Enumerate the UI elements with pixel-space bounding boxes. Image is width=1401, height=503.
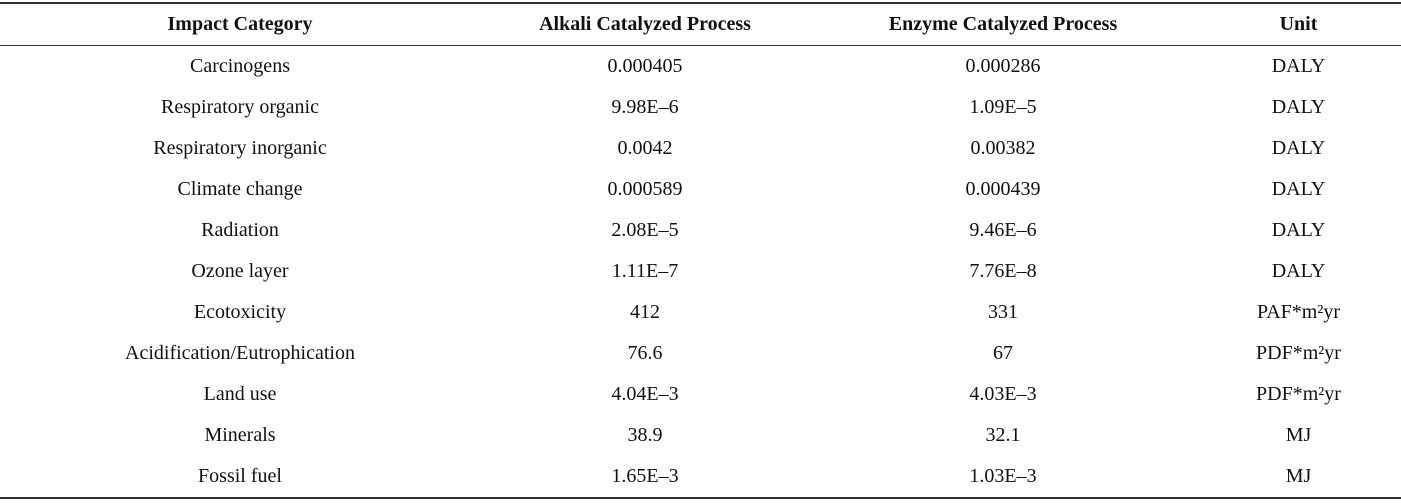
table-cell: DALY — [1271, 178, 1326, 200]
table-cell: DALY — [1271, 137, 1326, 159]
table-cell: Respiratory inorganic — [153, 137, 327, 159]
table-cell: 412 — [630, 301, 660, 323]
table-cell: 1.09E–5 — [969, 96, 1037, 118]
table-cell: 2.08E–5 — [611, 219, 679, 241]
table-cell: 0.000405 — [607, 55, 683, 77]
table-cell: 0.00382 — [970, 137, 1036, 159]
table-cell: 1.03E–3 — [969, 465, 1037, 487]
header-rule — [0, 45, 1401, 46]
table-cell: DALY — [1271, 260, 1326, 282]
table-cell: 4.03E–3 — [969, 383, 1037, 405]
table-cell: MJ — [1285, 424, 1312, 446]
table-cell: Fossil fuel — [198, 465, 282, 487]
table-cell: 38.9 — [627, 424, 663, 446]
bottom-rule — [0, 497, 1401, 499]
table-cell: 331 — [988, 301, 1018, 323]
table-cell: Land use — [203, 383, 277, 405]
table-cell: Minerals — [204, 424, 276, 446]
table-cell: 7.76E–8 — [969, 260, 1037, 282]
table-cell: PDF*m²yr — [1256, 383, 1341, 405]
header-cell: Alkali Catalyzed Process — [539, 13, 751, 35]
table-cell: DALY — [1271, 96, 1326, 118]
table-cell: MJ — [1285, 465, 1312, 487]
table-cell: Carcinogens — [190, 55, 290, 77]
table-cell: 0.000439 — [965, 178, 1041, 200]
table-cell: 67 — [993, 342, 1013, 364]
table-cell: Ecotoxicity — [193, 301, 287, 323]
table-cell: Ozone layer — [191, 260, 289, 282]
table-cell: 1.65E–3 — [611, 465, 679, 487]
header-cell: Unit — [1279, 13, 1318, 35]
table-cell: 9.46E–6 — [969, 219, 1037, 241]
table-cell: PAF*m²yr — [1256, 301, 1341, 323]
table-cell: Respiratory organic — [161, 96, 319, 118]
table-cell: Radiation — [201, 219, 279, 241]
table-cell: Acidification/Eutrophication — [125, 342, 355, 364]
table-cell: 32.1 — [985, 424, 1021, 446]
table-cell: 0.0042 — [617, 137, 673, 159]
table-cell: 76.6 — [627, 342, 663, 364]
table-cell: DALY — [1271, 219, 1326, 241]
table-cell: 0.000286 — [965, 55, 1041, 77]
table-cell: Climate change — [177, 178, 303, 200]
table-cell: 1.11E–7 — [611, 260, 679, 282]
header-cell: Enzyme Catalyzed Process — [888, 13, 1118, 35]
header-cell: Impact Category — [167, 13, 313, 35]
table-cell: DALY — [1271, 55, 1326, 77]
table-cell: 4.04E–3 — [611, 383, 679, 405]
table-cell: 0.000589 — [607, 178, 683, 200]
table-cell: PDF*m²yr — [1256, 342, 1341, 364]
table-cell: 9.98E–6 — [611, 96, 679, 118]
top-rule — [0, 2, 1401, 4]
